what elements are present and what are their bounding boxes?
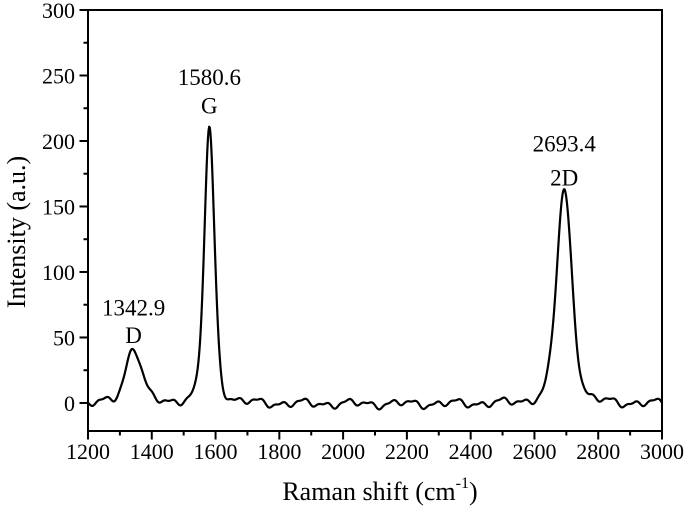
y-tick-label: 300 — [42, 0, 75, 23]
y-axis-title: Intensity (a.u.) — [2, 156, 31, 308]
x-tick-label: 2000 — [321, 439, 365, 464]
x-tick-label: 1600 — [194, 439, 238, 464]
peak-g-value-label: 1580.6 — [178, 65, 241, 90]
x-tick-label: 2600 — [512, 439, 556, 464]
y-tick-label: 50 — [53, 325, 75, 350]
peak-2d-name-label: 2D — [550, 166, 578, 191]
x-tick-label: 1200 — [66, 439, 110, 464]
y-tick-label: 250 — [42, 63, 75, 88]
peak-g-name-label: G — [201, 94, 218, 119]
x-tick-label: 1400 — [130, 439, 174, 464]
spectrum-line — [86, 125, 664, 411]
y-axis-ticks — [79, 9, 88, 404]
y-tick-label: 0 — [64, 391, 75, 416]
x-tick-label: 1800 — [257, 439, 301, 464]
peak-annotations: 1342.9 D 1580.6 G 2693.4 2D — [102, 65, 596, 348]
peak-2d-value-label: 2693.4 — [533, 132, 597, 157]
x-tick-label: 2400 — [449, 439, 493, 464]
y-axis-tick-labels: 0 50 100 150 200 250 300 — [42, 0, 75, 416]
y-tick-label: 150 — [42, 194, 75, 219]
x-tick-label: 2200 — [385, 439, 429, 464]
plot-frame — [87, 9, 663, 432]
y-tick-label: 100 — [42, 260, 75, 285]
peak-d-value-label: 1342.9 — [102, 295, 165, 320]
x-tick-label: 3000 — [640, 439, 684, 464]
x-axis-ticks — [87, 431, 663, 440]
y-tick-label: 200 — [42, 129, 75, 154]
peak-d-name-label: D — [125, 323, 142, 348]
x-axis-tick-labels: 1200 1400 1600 1800 2000 2200 2400 2600 2800 3000 — [66, 439, 684, 464]
x-tick-label: 2800 — [576, 439, 620, 464]
x-axis-title: Raman shift (cm-1) — [282, 475, 477, 506]
